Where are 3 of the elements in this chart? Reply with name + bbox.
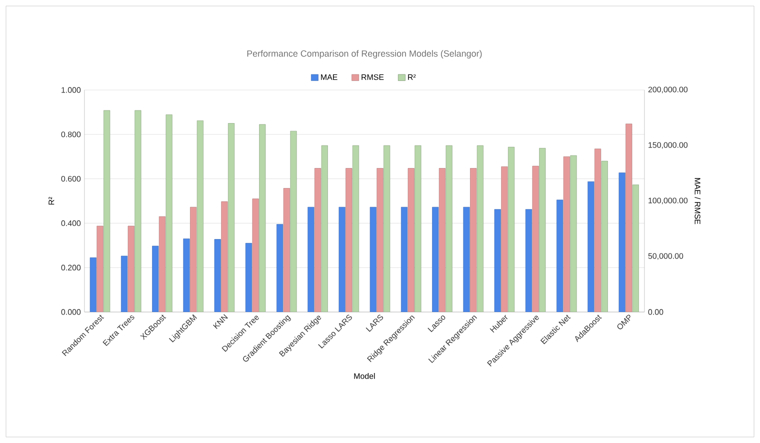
chart-title: Performance Comparison of Regression Models (Selangor) bbox=[247, 50, 482, 58]
bar bbox=[183, 238, 190, 312]
bar bbox=[463, 206, 470, 312]
